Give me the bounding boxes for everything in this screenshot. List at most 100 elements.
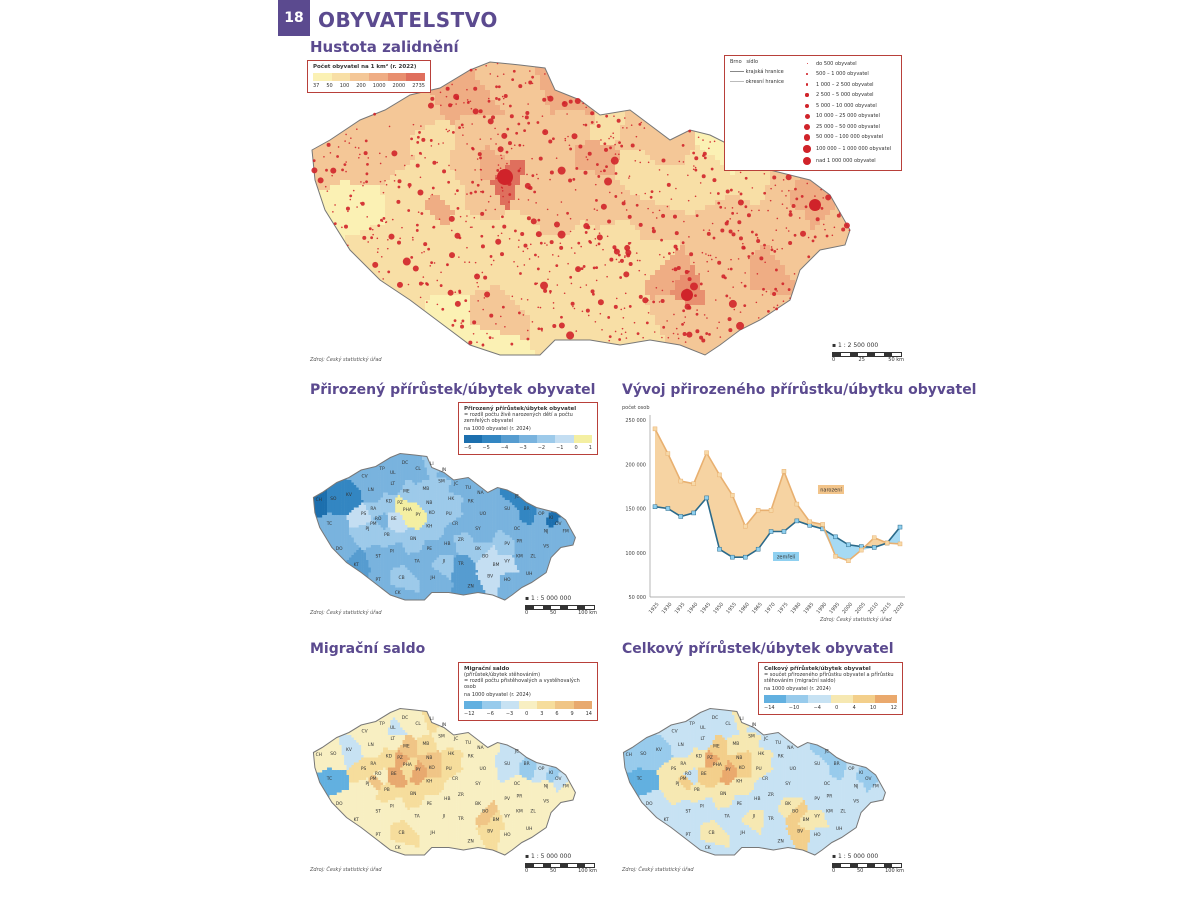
district-cell bbox=[535, 340, 541, 346]
district-cell bbox=[640, 100, 646, 106]
district-cell bbox=[590, 235, 596, 241]
district-cell bbox=[510, 250, 516, 256]
district-cell bbox=[475, 350, 481, 355]
district-cell bbox=[695, 55, 701, 61]
district-cell bbox=[315, 170, 321, 176]
district-cell bbox=[580, 85, 586, 91]
district-cell bbox=[550, 310, 556, 316]
district-cell bbox=[540, 320, 546, 326]
district-cell bbox=[655, 65, 661, 71]
district-cell bbox=[690, 90, 696, 96]
district-cell bbox=[535, 55, 541, 61]
district-cell bbox=[585, 305, 591, 311]
district-cell bbox=[580, 75, 586, 81]
district-cell bbox=[505, 155, 511, 161]
district-cell bbox=[395, 320, 401, 326]
district-cell bbox=[315, 165, 321, 171]
district-cell bbox=[485, 120, 491, 126]
district-cell bbox=[535, 240, 541, 246]
district-cell bbox=[555, 180, 561, 186]
district-cell bbox=[540, 105, 546, 111]
district-cell bbox=[625, 280, 631, 286]
district-cell bbox=[505, 295, 511, 301]
district-cell bbox=[630, 90, 636, 96]
district-cell bbox=[580, 175, 586, 181]
district-cell bbox=[585, 120, 591, 126]
district-cell bbox=[635, 335, 641, 341]
district-cell bbox=[550, 320, 556, 326]
district-cell bbox=[315, 265, 321, 271]
district-cell bbox=[485, 245, 491, 251]
district-cell bbox=[455, 200, 461, 206]
district-cell bbox=[610, 275, 616, 281]
district-cell bbox=[675, 115, 681, 121]
district-cell bbox=[470, 350, 476, 355]
district-cell bbox=[312, 105, 316, 111]
district-cell bbox=[605, 335, 611, 341]
district-cell bbox=[640, 210, 646, 216]
district-cell bbox=[625, 330, 631, 336]
district-cell bbox=[690, 165, 696, 171]
district-cell bbox=[360, 95, 366, 101]
district-cell bbox=[485, 180, 491, 186]
district-cell bbox=[545, 280, 551, 286]
district-cell bbox=[470, 310, 476, 316]
district-cell bbox=[630, 55, 636, 61]
district-cell bbox=[510, 75, 516, 81]
district-cell bbox=[485, 305, 491, 311]
district-cell bbox=[655, 160, 661, 166]
district-cell bbox=[680, 55, 686, 61]
district-cell bbox=[675, 305, 681, 311]
district-cell bbox=[470, 340, 476, 346]
district-cell bbox=[525, 245, 531, 251]
district-cell bbox=[330, 320, 336, 326]
district-cell bbox=[415, 110, 421, 116]
district-cell bbox=[620, 190, 626, 196]
district-cell bbox=[575, 215, 581, 221]
district-cell bbox=[665, 220, 671, 226]
district-cell bbox=[330, 145, 336, 151]
district-cell bbox=[685, 95, 691, 101]
district-cell bbox=[645, 115, 651, 121]
district-cell bbox=[615, 225, 621, 231]
district-cell bbox=[385, 255, 391, 261]
district-cell bbox=[335, 115, 341, 121]
district-cell bbox=[400, 120, 406, 126]
district-cell bbox=[470, 215, 476, 221]
district-cell bbox=[710, 195, 716, 201]
district-cell bbox=[650, 275, 656, 281]
district-cell bbox=[420, 150, 426, 156]
district-cell bbox=[380, 290, 386, 296]
district-cell bbox=[630, 300, 636, 306]
district-cell bbox=[450, 140, 456, 146]
district-cell bbox=[345, 115, 351, 121]
district-cell bbox=[470, 330, 476, 336]
district-cell bbox=[655, 215, 661, 221]
district-cell bbox=[665, 85, 671, 91]
district-cell bbox=[460, 145, 466, 151]
district-cell bbox=[400, 345, 406, 351]
district-cell bbox=[525, 315, 531, 321]
district-cell bbox=[685, 195, 691, 201]
district-cell bbox=[535, 90, 541, 96]
district-cell bbox=[335, 165, 341, 171]
district-cell bbox=[650, 100, 656, 106]
district-cell bbox=[575, 205, 581, 211]
district-cell bbox=[590, 355, 596, 361]
district-cell bbox=[680, 90, 686, 96]
district-cell bbox=[585, 90, 591, 96]
district-cell bbox=[315, 110, 321, 116]
district-cell bbox=[390, 120, 396, 126]
district-cell bbox=[425, 100, 431, 106]
district-cell bbox=[420, 100, 426, 106]
district-cell bbox=[560, 80, 566, 86]
district-cell bbox=[695, 300, 701, 306]
district-cell bbox=[630, 165, 636, 171]
district-cell bbox=[655, 145, 661, 151]
district-cell bbox=[620, 240, 626, 246]
district-cell bbox=[610, 315, 616, 321]
district-cell bbox=[525, 300, 531, 306]
district-cell bbox=[375, 305, 381, 311]
district-cell bbox=[410, 170, 416, 176]
district-cell bbox=[635, 265, 641, 271]
